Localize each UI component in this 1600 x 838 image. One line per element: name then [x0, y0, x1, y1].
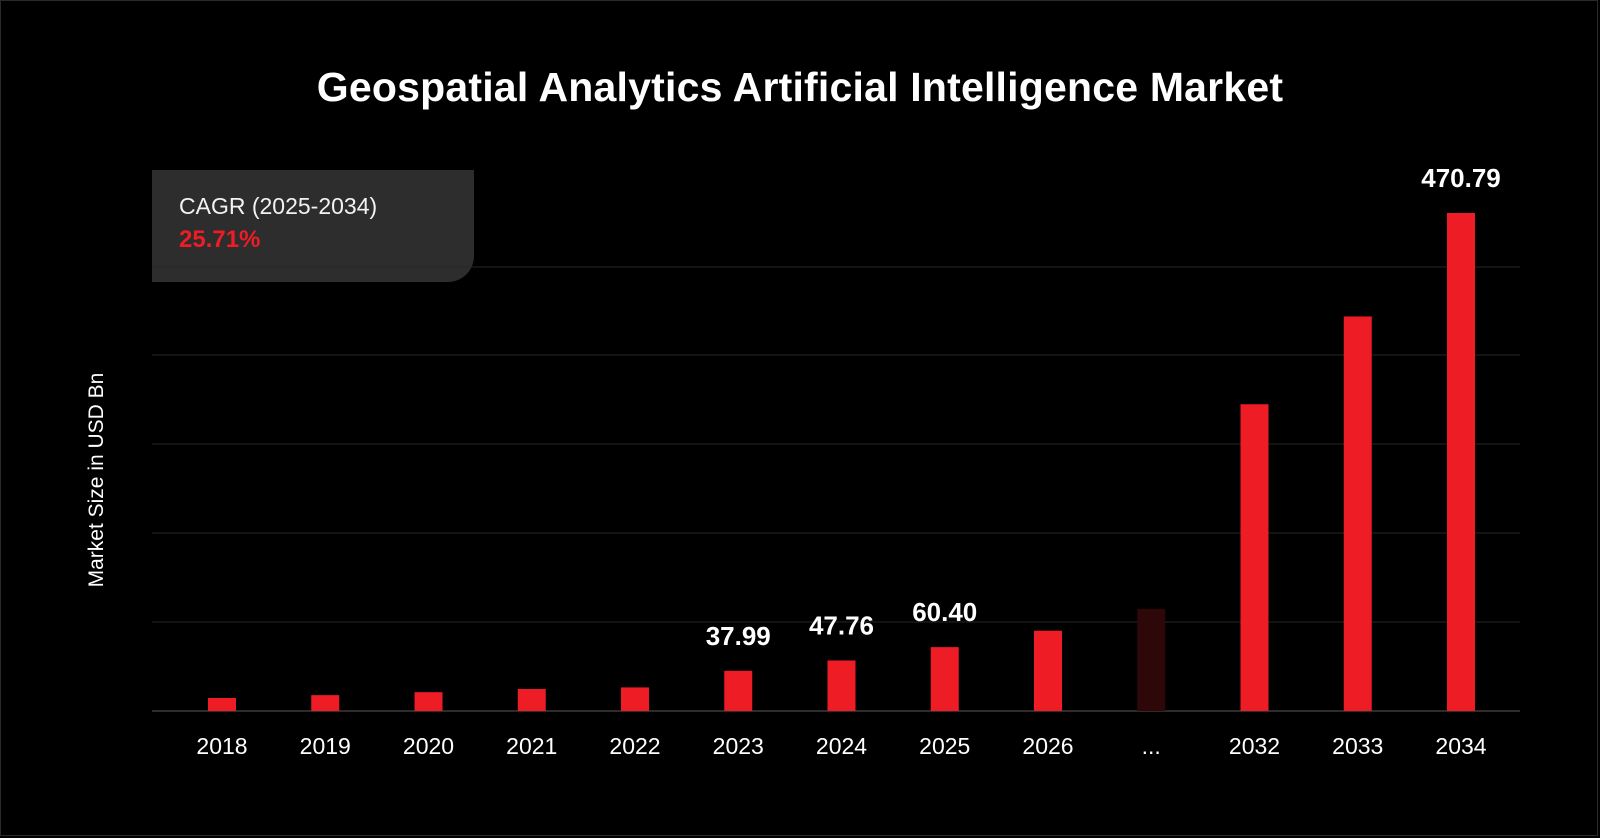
x-tick-label: ...	[1142, 733, 1161, 759]
data-label: 37.99	[706, 621, 771, 651]
x-tick-label: 2020	[403, 733, 454, 759]
x-tick-label: 2032	[1229, 733, 1280, 759]
bar-gap	[1137, 608, 1166, 711]
bar-2032	[1240, 404, 1269, 711]
x-tick-label: 2019	[300, 733, 351, 759]
bar-2019	[311, 695, 340, 711]
x-tick-label: 2024	[816, 733, 867, 759]
data-label: 470.79	[1421, 163, 1501, 193]
cagr-value: 25.71%	[179, 226, 261, 253]
x-tick-label: 2023	[713, 733, 764, 759]
bar-2018	[208, 697, 236, 711]
bar-2034	[1447, 213, 1475, 711]
data-label: 60.40	[912, 597, 977, 627]
bar-2024	[827, 660, 856, 711]
x-tick-label: 2034	[1435, 733, 1486, 759]
bar-2025	[930, 647, 959, 711]
x-tick-label: 2025	[919, 733, 970, 759]
bar-2026	[1034, 630, 1062, 711]
bar-2022	[621, 687, 649, 711]
bar-2021	[517, 688, 546, 711]
chart-title: Geospatial Analytics Artificial Intellig…	[316, 64, 1284, 110]
data-label: 47.76	[809, 610, 874, 640]
bar-2020	[414, 692, 443, 711]
x-tick-label: 2026	[1022, 733, 1073, 759]
x-tick-label: 2033	[1332, 733, 1383, 759]
bar-2023	[724, 670, 753, 711]
x-tick-label: 2022	[609, 733, 660, 759]
x-tick-label: 2018	[196, 733, 247, 759]
cagr-box: CAGR (2025-2034) 25.71%	[152, 170, 474, 282]
cagr-label: CAGR (2025-2034)	[179, 193, 378, 219]
bar-2033	[1343, 316, 1372, 711]
x-tick-label: 2021	[506, 733, 557, 759]
